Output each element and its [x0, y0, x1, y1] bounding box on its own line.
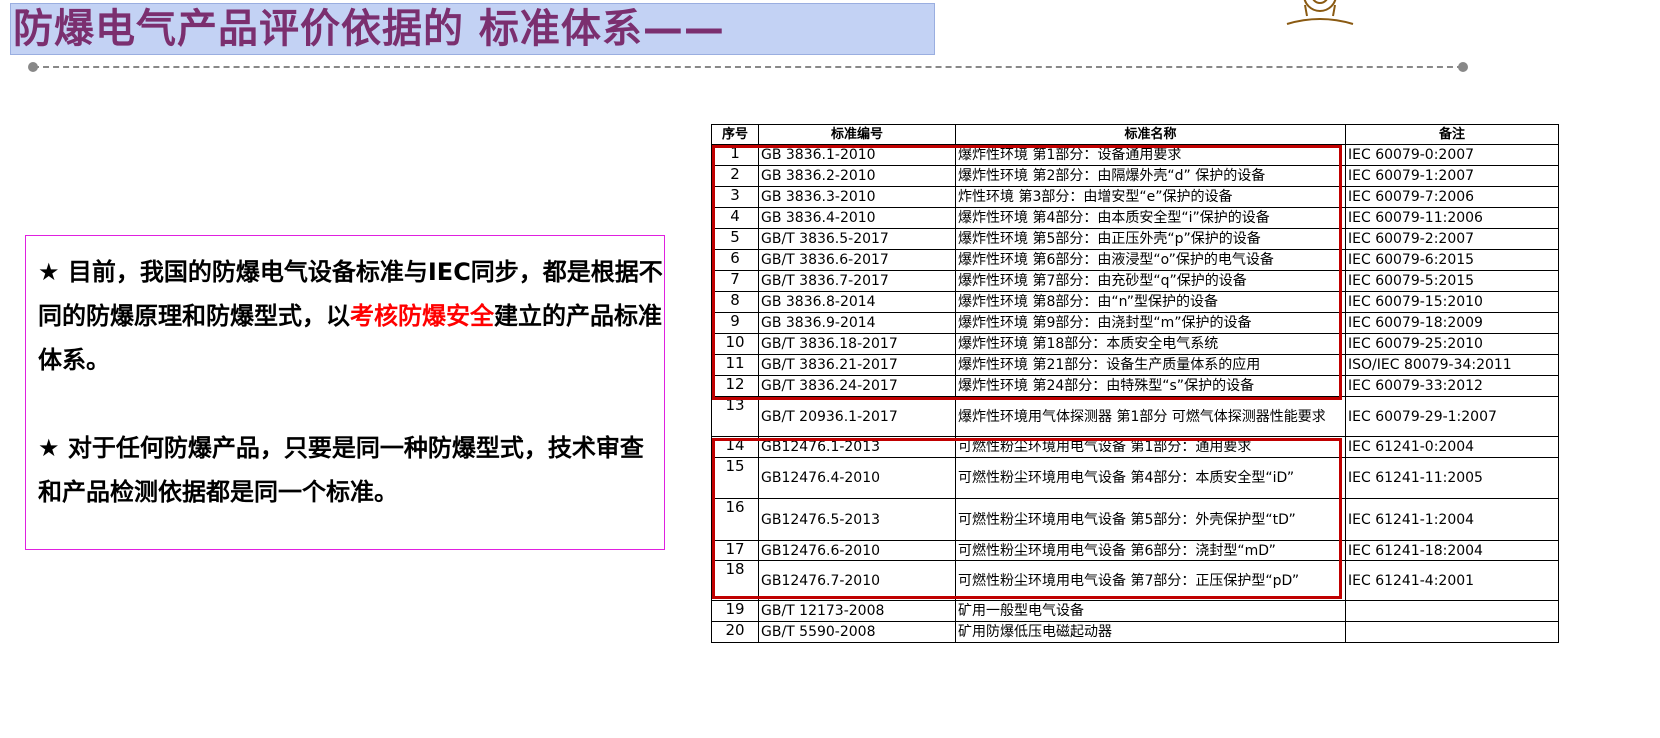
cell-name: 爆炸性环境 第6部分：由液浸型“o”保护的电气设备 [955, 249, 1346, 271]
cell-ref [1345, 621, 1559, 643]
cell-ref: ISO/IEC 80079-34:2011 [1345, 354, 1559, 376]
cell-name: 矿用一般型电气设备 [955, 600, 1346, 622]
highlight-text: 考核防爆安全 [350, 302, 494, 330]
cell-name: 可燃性粉尘环境用电气设备 第6部分：浇封型“mD” [955, 540, 1346, 561]
table-row: 16 GB12476.5-2013 可燃性粉尘环境用电气设备 第5部分：外壳保护型“… [711, 498, 1559, 541]
cell-ref: IEC 61241-18:2004 [1345, 540, 1559, 561]
summary-box: ★ 目前，我国的防爆电气设备标准与IEC同步，都是根据不同的防爆原理和防爆型式，… [25, 235, 665, 550]
cell-name: 爆炸性环境 第5部分：由正压外壳“p”保护的设备 [955, 228, 1346, 250]
cell-ref: IEC 60079-0:2007 [1345, 144, 1559, 166]
cell-ref: IEC 60079-15:2010 [1345, 291, 1559, 313]
cell-no: 18 [711, 560, 759, 601]
column-header: 序号 [711, 124, 759, 145]
table-row: 6 GB/T 3836.6-2017 爆炸性环境 第6部分：由液浸型“o”保护的电气… [711, 249, 1559, 271]
column-header: 标准编号 [758, 124, 956, 145]
table-row: 11 GB/T 3836.21-2017 爆炸性环境 第21部分：设备生产质量体系的… [711, 354, 1559, 376]
cell-no: 19 [711, 600, 759, 622]
divider-dot [1458, 62, 1468, 72]
cell-code: GB12476.7-2010 [758, 560, 956, 601]
cell-name: 可燃性粉尘环境用电气设备 第4部分：本质安全型“iD” [955, 457, 1346, 499]
highlight-box-gas [712, 145, 1342, 400]
cell-ref: IEC 60079-33:2012 [1345, 375, 1559, 397]
cell-ref: IEC 60079-25:2010 [1345, 333, 1559, 355]
column-header: 备注 [1345, 124, 1559, 145]
cell-name: 爆炸性环境 第21部分：设备生产质量体系的应用 [955, 354, 1346, 376]
table-row: 13 GB/T 20936.1-2017 爆炸性环境用气体探测器 第1部分 可燃气体… [711, 396, 1559, 437]
table-row: 19 GB/T 12173-2008 矿用一般型电气设备 [711, 600, 1559, 622]
cell-ref: IEC 60079-2:2007 [1345, 228, 1559, 250]
cell-ref: IEC 60079-7:2006 [1345, 186, 1559, 208]
cell-ref: IEC 61241-4:2001 [1345, 560, 1559, 601]
cell-ref: IEC 60079-6:2015 [1345, 249, 1559, 271]
table-row: 20 GB/T 5590-2008 矿用防爆低压电磁起动器 [711, 621, 1559, 643]
cell-name: 爆炸性环境 第9部分：由浇封型“m”保护的设备 [955, 312, 1346, 334]
cell-code: GB 3836.8-2014 [758, 291, 956, 313]
cell-name: 矿用防爆低压电磁起动器 [955, 621, 1346, 643]
cell-code: GB/T 20936.1-2017 [758, 396, 956, 437]
divider [33, 66, 1463, 68]
cell-name: 可燃性粉尘环境用电气设备 第5部分：外壳保护型“tD” [955, 498, 1346, 541]
table-row: 3 GB 3836.3-2010 炸性环境 第3部分：由增安型“e”保护的设备 IEC… [711, 186, 1559, 208]
cell-ref: IEC 61241-0:2004 [1345, 436, 1559, 458]
table-row: 5 GB/T 3836.5-2017 爆炸性环境 第5部分：由正压外壳“p”保护的设… [711, 228, 1559, 250]
cell-ref: IEC 60079-18:2009 [1345, 312, 1559, 334]
cell-code: GB 3836.2-2010 [758, 165, 956, 187]
cell-name: 爆炸性环境 第4部分：由本质安全型“i”保护的设备 [955, 207, 1346, 229]
highlight-box-dust [712, 438, 1342, 599]
cell-name: 爆炸性环境用气体探测器 第1部分 可燃气体探测器性能要求 [955, 396, 1346, 437]
cell-no: 15 [711, 457, 759, 499]
table-row: 15 GB12476.4-2010 可燃性粉尘环境用电气设备 第4部分：本质安全型“… [711, 457, 1559, 499]
cell-code: GB12476.5-2013 [758, 498, 956, 541]
cell-code: GB12476.6-2010 [758, 540, 956, 561]
summary-point-1: ★ 目前，我国的防爆电气设备标准与IEC同步，都是根据不同的防爆原理和防爆型式，… [38, 258, 663, 374]
cell-ref: IEC 60079-11:2006 [1345, 207, 1559, 229]
cell-ref: IEC 60079-1:2007 [1345, 165, 1559, 187]
cell-ref: IEC 60079-29-1:2007 [1345, 396, 1559, 437]
cell-code: GB 3836.3-2010 [758, 186, 956, 208]
page-title: 防爆电气产品评价依据的 标准体系—— [10, 3, 935, 55]
cell-name: 爆炸性环境 第18部分：本质安全电气系统 [955, 333, 1346, 355]
summary-point-2: ★ 对于任何防爆产品，只要是同一种防爆型式，技术审查和产品检测依据都是同一个标准… [38, 434, 644, 506]
cell-no: 13 [711, 396, 759, 437]
table-row: 10 GB/T 3836.18-2017 爆炸性环境 第18部分：本质安全电气系统 I… [711, 333, 1559, 355]
standards-table: 序号 标准编号 标准名称 备注 1 GB 3836.1-2010 爆炸性环境 第1部分：设… [711, 124, 1559, 643]
cell-no: 11 [711, 354, 759, 376]
cell-name: 炸性环境 第3部分：由增安型“e”保护的设备 [955, 186, 1346, 208]
cell-ref: IEC 61241-1:2004 [1345, 498, 1559, 541]
logo-icon [1286, 0, 1354, 25]
table-row: 12 GB/T 3836.24-2017 爆炸性环境 第24部分：由特殊型“s”保护… [711, 375, 1559, 397]
column-header: 标准名称 [955, 124, 1346, 145]
table-row: 8 GB 3836.8-2014 爆炸性环境 第8部分：由“n”型保护的设备 IEC … [711, 291, 1559, 313]
cell-name: 可燃性粉尘环境用电气设备 第1部分：通用要求 [955, 436, 1346, 458]
cell-ref: IEC 61241-11:2005 [1345, 457, 1559, 499]
cell-ref [1345, 600, 1559, 622]
table-header: 序号 标准编号 标准名称 备注 [711, 124, 1559, 145]
cell-code: GB/T 5590-2008 [758, 621, 956, 643]
cell-code: GB/T 3836.24-2017 [758, 375, 956, 397]
table-row: 14 GB12476.1-2013 可燃性粉尘环境用电气设备 第1部分：通用要求 IE… [711, 436, 1559, 458]
cell-code: GB/T 12173-2008 [758, 600, 956, 622]
cell-no: 20 [711, 621, 759, 643]
cell-ref: IEC 60079-5:2015 [1345, 270, 1559, 292]
divider-dot [28, 62, 38, 72]
